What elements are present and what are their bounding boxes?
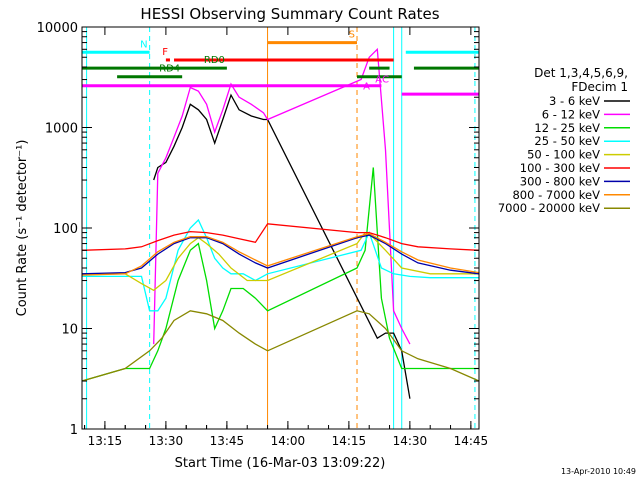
- series-line-7: [81, 234, 480, 275]
- x-axis-label: Start Time (16-Mar-03 13:09:22): [175, 456, 386, 471]
- marker-label-2: AC: [375, 75, 389, 86]
- x-tick-label-3: 13:45: [210, 434, 245, 448]
- y-axis-label: Count Rate (s⁻¹ detector⁻¹): [15, 140, 30, 317]
- series-line-2: [153, 47, 411, 345]
- legend-label-4: 25 - 50 keV: [534, 134, 600, 148]
- series-line-1: [153, 93, 411, 399]
- x-tick-label-5: 14:15: [332, 434, 367, 448]
- legend-label-1: 3 - 6 keV: [549, 94, 600, 108]
- flag-label-4: RD0: [204, 55, 225, 66]
- marker-label-1: A: [363, 81, 370, 92]
- flag-bars: N F S RD0 RD4 A AC: [82, 30, 479, 96]
- legend-header-line-2: FDecim 1: [571, 80, 628, 94]
- flag-label-2: F: [162, 47, 168, 58]
- y-tick-label-5: 10000: [37, 21, 78, 36]
- y-tick-label-1: 1: [70, 423, 78, 438]
- series-line-9: [81, 310, 480, 382]
- y-axis: 1 10 100 1000 10000: [37, 21, 479, 438]
- legend-label-9: 7000 - 20000 keV: [498, 201, 600, 215]
- y-tick-label-2: 10: [61, 323, 78, 338]
- legend-header-line-1: Det 1,3,4,5,6,9,: [534, 66, 628, 80]
- legend-label-8: 800 - 7000 keV: [512, 188, 600, 202]
- x-tick-label-1: 13:15: [88, 434, 123, 448]
- series-line-4: [82, 218, 479, 312]
- series-line-8: [81, 232, 480, 276]
- x-axis: 13:15 13:30 13:45 14:00 14:15 14:30 14:45: [84, 27, 489, 448]
- series-line-6: [81, 223, 480, 251]
- flag-label-5: RD4: [159, 64, 180, 75]
- legend-label-5: 50 - 100 keV: [527, 148, 600, 162]
- x-tick-label-2: 13:30: [149, 434, 184, 448]
- chart-title: HESSI Observing Summary Count Rates: [140, 5, 439, 23]
- x-tick-label-4: 14:00: [271, 434, 306, 448]
- legend-label-3: 12 - 25 keV: [534, 121, 600, 135]
- series-layer: [81, 47, 480, 399]
- legend-label-2: 6 - 12 keV: [542, 107, 600, 121]
- flag-label-1: N: [140, 39, 147, 50]
- x-tick-label-7: 14:45: [454, 434, 489, 448]
- y-tick-label-4: 1000: [45, 122, 78, 137]
- x-tick-label-6: 14:30: [393, 434, 428, 448]
- legend-label-7: 300 - 800 keV: [520, 174, 600, 188]
- y-tick-label-3: 100: [53, 222, 78, 237]
- series-line-5: [82, 231, 479, 292]
- flag-label-3: S: [349, 30, 355, 41]
- series-line-3: [81, 167, 479, 382]
- legend-label-6: 100 - 300 keV: [520, 161, 600, 175]
- timestamp: 13-Apr-2010 10:49: [561, 467, 636, 476]
